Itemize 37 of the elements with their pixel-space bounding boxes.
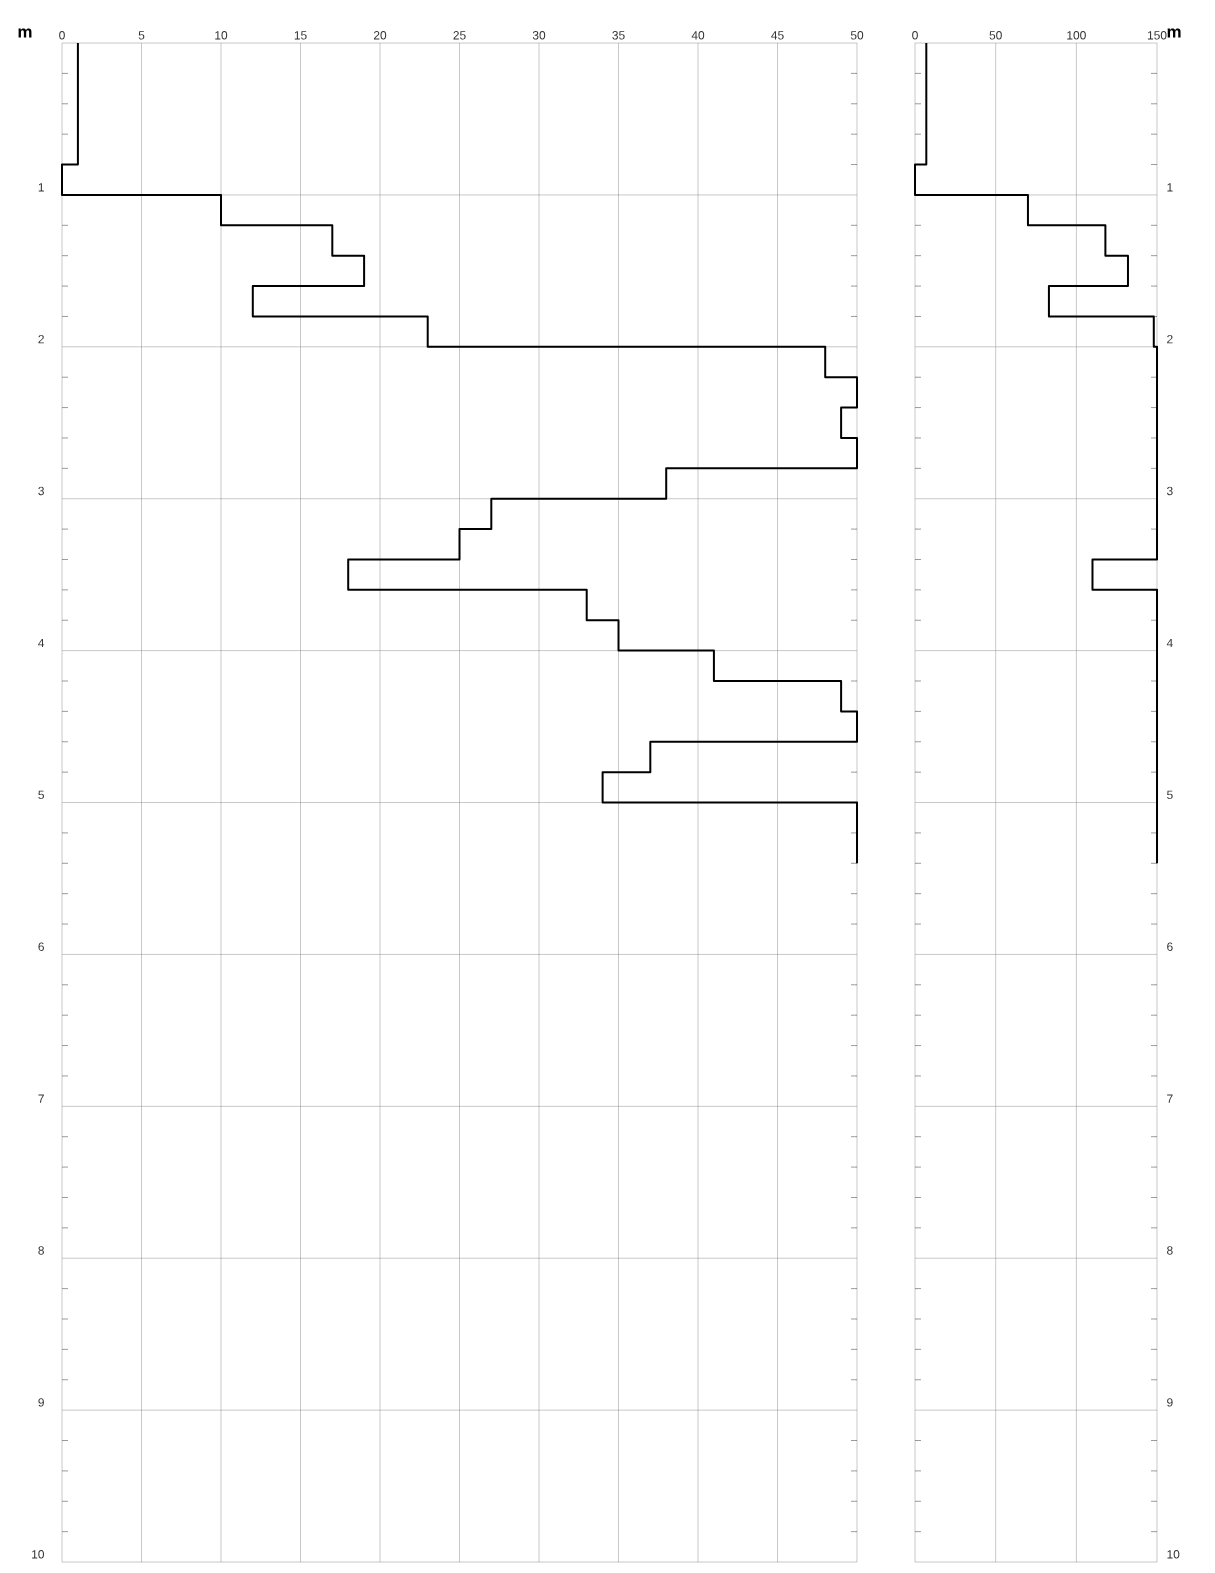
x-tick-label: 50: [850, 31, 864, 40]
y-tick-label: 8: [38, 1246, 44, 1255]
y-tick-label: 6: [38, 942, 44, 951]
x-tick-label: 35: [612, 31, 625, 40]
x-tick-label: 15: [294, 31, 307, 40]
y2-tick-label: 8: [1167, 1246, 1173, 1255]
y-tick-label: 7: [38, 1094, 44, 1103]
x-tick-label: 40: [691, 31, 705, 40]
y-axis-title: m: [18, 28, 32, 38]
x-tick-label: 5: [138, 31, 145, 40]
y2-axis-title: m: [1167, 28, 1181, 38]
y2-tick-label: 4: [1166, 638, 1173, 648]
y-tick-label: 1: [38, 183, 44, 192]
x-tick-label: 25: [453, 31, 466, 40]
y2-tick-label: 10: [1167, 1550, 1180, 1559]
y-tick-label: 5: [38, 790, 44, 799]
y2-tick-label: 5: [1167, 790, 1173, 799]
x-tick-label: 10: [215, 31, 228, 40]
y-tick-label: 4: [38, 638, 45, 648]
y2-tick-label: 2: [1167, 334, 1173, 344]
x-tick-label: 100: [1067, 31, 1086, 40]
y-tick-label: 10: [32, 1550, 45, 1559]
y2-tick-label: 6: [1167, 942, 1173, 951]
y2-tick-label: 1: [1167, 183, 1173, 192]
x-tick-label: 30: [532, 31, 546, 40]
y-tick-label: 2: [38, 334, 44, 344]
y2-tick-label: 3: [1166, 486, 1173, 496]
y2-tick-label: 9: [1167, 1398, 1173, 1407]
y2-tick-label: 7: [1167, 1094, 1173, 1103]
x-tick-label: 50: [989, 31, 1002, 40]
x-tick-label: 20: [373, 31, 387, 40]
x-tick-label: 150: [1147, 31, 1167, 40]
x-tick-label: 0: [59, 31, 65, 40]
y-tick-label: 3: [38, 486, 44, 496]
x-tick-label: 45: [771, 31, 784, 40]
y-tick-label: 9: [38, 1398, 44, 1407]
x-tick-label: 0: [912, 31, 918, 40]
